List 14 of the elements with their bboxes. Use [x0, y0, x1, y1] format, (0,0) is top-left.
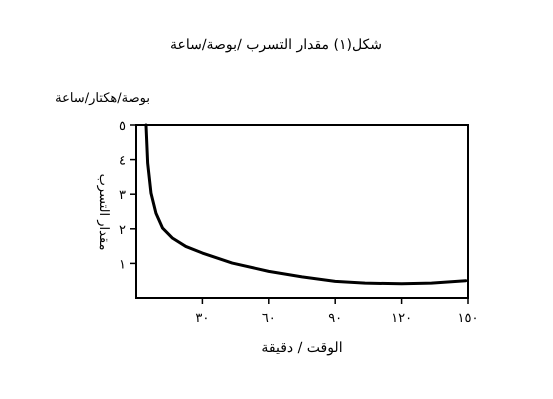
y-tick-label: ١: [119, 257, 126, 272]
y-tick-label: ٢: [119, 222, 126, 238]
y-axis-title: مقدار التسرب: [96, 174, 111, 250]
x-tick-label: ٦٠: [262, 311, 276, 326]
x-tick-label: ٣٠: [195, 311, 210, 326]
text: بوصة/هكتار/ساعة: [55, 91, 150, 106]
x-tick-label: ٩٠: [328, 311, 342, 326]
y-tick-label: ٤: [119, 154, 126, 169]
x-axis-title: الوقت / دقيقة: [261, 340, 343, 356]
x-tick-label: ١٢٠: [391, 311, 412, 326]
chart-title: شكل(١) مقدار التسرب /بوصة/ساعة: [170, 37, 382, 53]
y-tick-label: ٣: [119, 188, 126, 204]
x-tick-label: ١٥٠: [458, 311, 478, 326]
y-tick-label: ٥: [119, 119, 126, 134]
